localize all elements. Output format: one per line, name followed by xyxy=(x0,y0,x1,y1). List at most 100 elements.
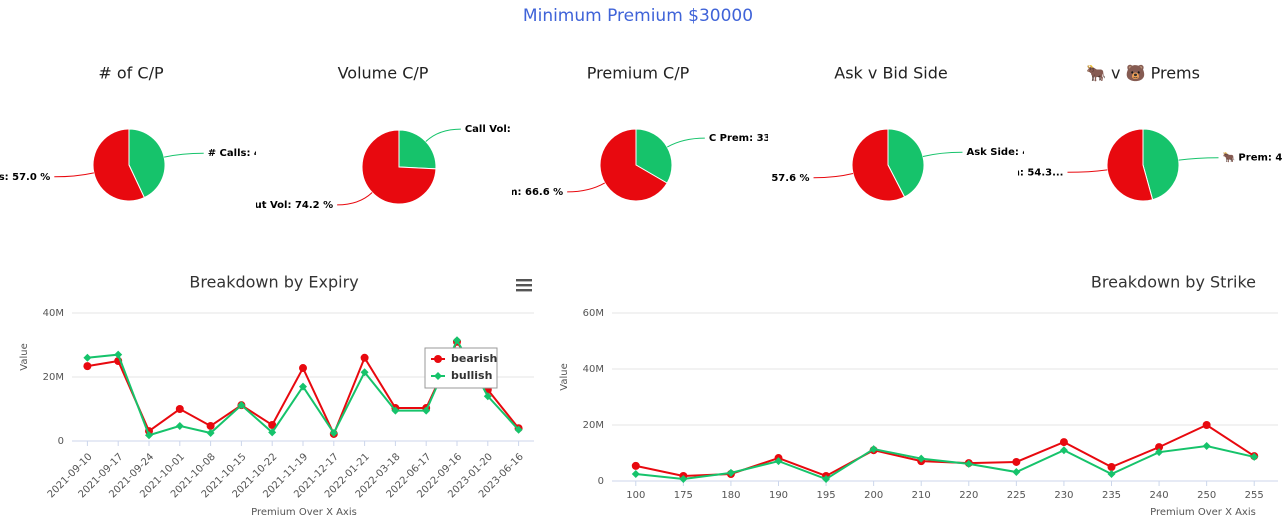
legend-label: bullish xyxy=(451,369,492,382)
point-marker xyxy=(483,392,492,401)
x-tick-label: 230 xyxy=(1054,490,1073,501)
x-tick-label: 225 xyxy=(1007,490,1026,501)
point-marker xyxy=(206,429,215,437)
x-tick-label: 255 xyxy=(1245,490,1264,501)
leader-line xyxy=(1067,169,1108,173)
point-marker xyxy=(1012,468,1021,477)
y-axis-label: Value xyxy=(559,363,570,390)
point-marker xyxy=(114,350,123,359)
point-marker xyxy=(422,406,431,415)
point-marker xyxy=(391,406,400,415)
pie: 🐂 Prem: 4 🐻 Prem: 54.3... xyxy=(975,128,1283,202)
point-marker xyxy=(83,353,92,362)
menu-bar xyxy=(516,279,532,282)
y-axis-label: Value xyxy=(19,343,30,370)
point-marker xyxy=(299,382,307,391)
leader-line xyxy=(164,152,204,158)
chart-title: Breakdown by Strike xyxy=(1091,273,1256,292)
pie-title: 🐂 v 🐻 Prems xyxy=(1086,64,1200,83)
pie-label: Ask Side: 4 xyxy=(966,147,1029,158)
leader-line xyxy=(337,192,373,206)
point-marker xyxy=(360,353,369,362)
point-marker xyxy=(299,364,307,373)
point-marker xyxy=(1107,470,1116,478)
point-marker xyxy=(514,425,523,434)
point-marker xyxy=(206,421,215,430)
x-tick-label: 220 xyxy=(959,490,978,501)
leader-line xyxy=(813,173,854,179)
chart-title: Breakdown by Expiry xyxy=(189,273,358,292)
menu-icon[interactable] xyxy=(516,279,532,292)
x-tick-label: 240 xyxy=(1150,490,1169,501)
legend-marker xyxy=(434,355,442,363)
leader-line xyxy=(922,151,963,157)
leader-line xyxy=(1178,157,1219,161)
y-tick-label: 0 xyxy=(598,476,604,487)
pie-label: 🐻 Prem: 54.3... xyxy=(975,165,1064,178)
pie: C Prem: 33.· P Prem: 66.6 % xyxy=(477,128,778,202)
point-marker xyxy=(1202,442,1211,450)
point-marker xyxy=(237,401,246,410)
point-marker xyxy=(268,428,277,437)
pie-label: C Prem: 33.· xyxy=(709,133,778,144)
x-tick-label: 190 xyxy=(769,490,788,501)
menu-bar xyxy=(516,289,532,292)
legend-label: bearish xyxy=(451,352,497,365)
pie: Call Vol: 2 Put Vol: 74.2 % xyxy=(256,124,512,211)
pie-label: # Calls: 43 xyxy=(208,148,268,159)
point-marker xyxy=(917,454,926,463)
pie-slice xyxy=(599,128,668,202)
point-marker xyxy=(360,368,369,377)
x-tick-label: 180 xyxy=(721,490,740,501)
y-tick-label: 20M xyxy=(43,372,64,383)
leader-line xyxy=(54,172,94,178)
menu-bar xyxy=(516,284,532,287)
pie: Ask Side: 4 Bid Side: 57.6 % xyxy=(718,128,1029,202)
y-tick-label: 60M xyxy=(583,308,604,319)
pie-label: # Puts: 57.0 % xyxy=(0,172,50,183)
pie-slice xyxy=(1106,128,1154,202)
point-marker xyxy=(1059,446,1068,455)
point-marker xyxy=(175,421,184,430)
point-marker xyxy=(1250,452,1259,461)
y-tick-label: 40M xyxy=(43,308,64,319)
leader-line xyxy=(425,128,461,142)
x-axis-label: Premium Over X Axis xyxy=(1150,507,1256,518)
pie-label: Bid Side: 57.6 % xyxy=(718,173,810,184)
pie-label: P Prem: 66.6 % xyxy=(477,187,563,198)
pie-title: Volume C/P xyxy=(338,64,429,83)
point-marker xyxy=(774,457,783,466)
pie-slice xyxy=(851,128,906,202)
y-tick-label: 0 xyxy=(58,436,64,447)
point-marker xyxy=(1155,448,1164,457)
series-line xyxy=(635,423,1255,478)
legend-box xyxy=(424,347,498,389)
point-marker xyxy=(726,468,735,477)
pie-slice xyxy=(92,128,145,202)
point-marker xyxy=(268,421,277,429)
point-marker xyxy=(83,362,92,371)
point-marker xyxy=(329,429,338,437)
x-tick-label: 100 xyxy=(626,490,645,501)
pie-title: # of C/P xyxy=(98,64,164,83)
point-marker xyxy=(822,475,831,484)
page-title: Minimum Premium $30000 xyxy=(523,6,753,26)
y-tick-label: 20M xyxy=(583,420,604,431)
point-marker xyxy=(869,445,878,454)
leader-line xyxy=(567,182,606,193)
point-marker xyxy=(453,336,461,345)
point-marker xyxy=(1202,421,1211,429)
point-marker xyxy=(631,470,640,478)
pie-slice xyxy=(635,128,673,184)
pie-slice xyxy=(1142,128,1180,201)
y-tick-label: 40M xyxy=(583,364,604,375)
x-tick-label: 235 xyxy=(1102,490,1121,501)
point-marker xyxy=(1059,438,1068,447)
pie-label: 🐂 Prem: 4 xyxy=(1223,152,1283,164)
pie-slice xyxy=(361,129,437,205)
pie-slice xyxy=(398,129,437,170)
pie-title: Ask v Bid Side xyxy=(834,64,947,83)
pie: # Calls: 43 # Puts: 57.0 % xyxy=(0,128,268,202)
point-marker xyxy=(964,459,973,468)
